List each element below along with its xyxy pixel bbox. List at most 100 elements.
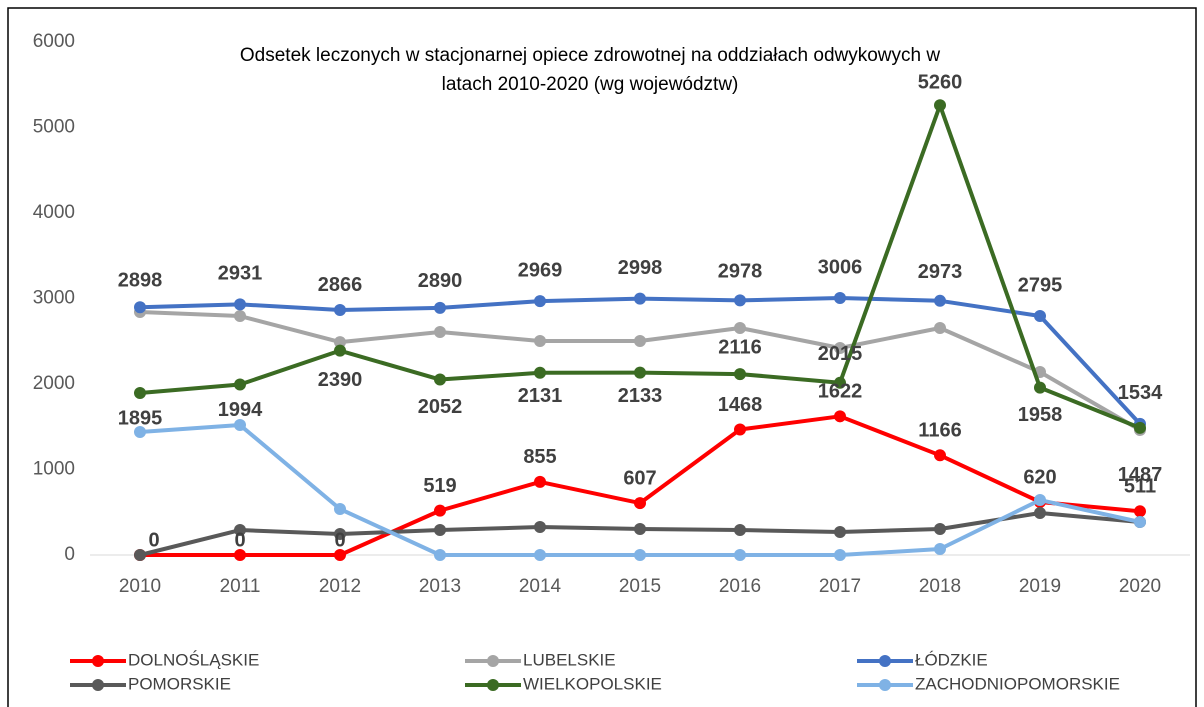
marker [334,503,346,516]
legend-label: WIELKOPOLSKIE [523,674,662,693]
y-tick-label: 5000 [33,117,75,138]
x-tick-label: 2011 [220,576,261,597]
marker [134,425,146,438]
marker [534,521,546,534]
data-label: 2998 [618,257,663,279]
legend-marker [92,655,104,667]
marker [234,524,246,537]
legend-marker [487,655,499,667]
data-label: 1534 [1118,382,1163,404]
data-label: 2015 [818,343,863,365]
legend-label: POMORSKIE [128,674,231,693]
marker [634,523,646,536]
marker [434,373,446,386]
marker [934,321,946,334]
marker [1134,421,1146,434]
marker [1134,515,1146,528]
data-label: 2973 [918,261,963,283]
marker [834,410,846,423]
chart-title: Odsetek leczonych w stacjonarnej opiece … [240,45,940,66]
data-label: 0 [334,529,345,551]
marker [434,326,446,339]
marker [534,475,546,488]
legend-marker [92,679,104,691]
marker [1034,494,1046,507]
data-label: 855 [523,446,556,468]
x-tick-label: 2015 [619,576,661,597]
marker [634,497,646,510]
marker [634,292,646,305]
marker [134,301,146,314]
marker [434,301,446,314]
marker [534,295,546,308]
data-label: 1994 [218,399,263,421]
data-label: 1487 [1118,464,1163,486]
legend-marker [879,655,891,667]
legend-label: DOLNOŚLĄSKIE [128,650,259,669]
data-label: 2116 [718,336,761,358]
marker [834,376,846,389]
marker [734,294,746,307]
marker [934,99,946,112]
x-tick-label: 2018 [919,576,961,597]
data-label: 1958 [1018,404,1063,426]
marker [734,524,746,537]
x-tick-label: 2013 [419,576,461,597]
marker [334,527,346,540]
legend-label: ZACHODNIOPOMORSKIE [915,674,1120,693]
data-label: 5260 [918,72,963,94]
data-label: 2898 [118,270,163,292]
x-tick-label: 2010 [119,576,161,597]
x-tick-label: 2014 [519,576,562,597]
data-label: 2131 [518,385,563,407]
data-label: 2978 [718,261,763,283]
data-label: 2390 [318,369,363,391]
marker [534,366,546,379]
x-tick-label: 2019 [1019,576,1061,597]
frame [7,7,1197,707]
marker [134,549,146,561]
marker [434,504,446,517]
x-tick-label: 2012 [319,576,361,597]
data-label: 620 [1023,466,1056,488]
marker [934,449,946,462]
data-label: 0 [234,529,245,551]
marker [834,549,846,561]
y-tick-label: 4000 [33,202,75,223]
marker [934,523,946,536]
data-label: 3006 [818,256,863,278]
data-label: 2795 [1018,274,1063,296]
y-tick-label: 1000 [33,459,75,480]
chart-title: latach 2010-2020 (wg województw) [442,74,739,95]
data-label: 2890 [418,270,463,292]
y-tick-label: 6000 [33,31,75,52]
marker [634,334,646,347]
data-label: 2133 [618,385,663,407]
data-label: 2931 [218,263,263,285]
marker [634,366,646,379]
marker [834,291,846,304]
marker [334,549,346,561]
y-tick-label: 2000 [33,373,75,394]
data-label: 1895 [118,407,163,429]
marker [134,386,146,399]
marker [234,378,246,391]
marker [1034,507,1046,520]
marker [334,336,346,349]
marker [234,298,246,311]
marker [734,549,746,561]
marker [234,419,246,432]
marker [834,526,846,539]
data-label: 2969 [518,259,563,281]
marker [334,303,346,316]
data-label: 519 [423,475,456,497]
x-tick-label: 2016 [719,576,761,597]
marker [734,368,746,381]
marker [934,294,946,307]
series-line [139,423,1141,557]
marker [934,543,946,556]
marker [634,549,646,561]
marker [1134,505,1146,518]
y-tick-label: 0 [64,544,75,565]
